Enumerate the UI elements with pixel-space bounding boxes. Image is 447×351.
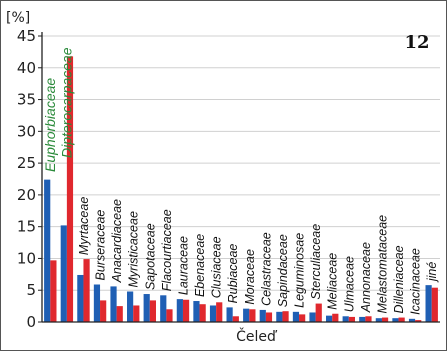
bar-red-7 <box>166 309 173 322</box>
bar-red-3 <box>100 300 107 322</box>
bar-blue-15 <box>292 311 300 322</box>
bar-blue-1 <box>60 225 67 322</box>
category-label: Dipterocarpaceae <box>58 47 74 158</box>
category-label: Burseraceae <box>94 210 108 281</box>
category-labels: Euphorbiaceae Dipterocarpaceae Myrtaceae Bu… <box>42 47 439 315</box>
category-label: jiné <box>425 262 439 284</box>
category-label: Annonaceae <box>359 242 373 313</box>
y-tick-label: 35 <box>17 91 36 109</box>
bar-red-12 <box>249 309 256 322</box>
bar-blue-22 <box>408 318 416 322</box>
bar-red-2 <box>83 259 90 322</box>
bar-red-20 <box>381 317 389 322</box>
bar-blue-3 <box>93 284 101 322</box>
y-tick-labels: 0 5 10 15 20 25 30 35 40 45 <box>17 27 36 331</box>
bar-red-17 <box>332 313 339 322</box>
category-label: Meliaceae <box>326 253 340 310</box>
bar-red-11 <box>232 316 239 322</box>
bar-red-8 <box>182 299 190 322</box>
category-label: Myrtaceae <box>77 197 91 255</box>
bar-red-16 <box>315 303 322 322</box>
bar-red-10 <box>216 302 223 322</box>
y-unit-label: [%] <box>6 10 30 26</box>
grid-lines <box>42 35 440 291</box>
bar-blue-7 <box>160 295 167 322</box>
bar-blue-12 <box>243 308 250 322</box>
y-tick-label: 10 <box>17 249 36 267</box>
category-label: Sapindaceae <box>276 234 290 307</box>
bar-blue-19 <box>359 316 366 322</box>
bar-blue-9 <box>193 301 200 322</box>
bar-blue-6 <box>143 294 150 322</box>
bar-blue-20 <box>375 318 382 322</box>
axes <box>38 32 440 323</box>
bar-red-18 <box>348 316 355 322</box>
bar-blue-13 <box>259 309 266 322</box>
bar-red-19 <box>365 316 372 322</box>
category-label: Melastomataceae <box>375 215 389 314</box>
category-label: Euphorbiaceae <box>42 78 58 172</box>
y-tick-label: 15 <box>17 218 36 236</box>
bar-blue-11 <box>226 307 233 322</box>
y-tick-label: 25 <box>17 154 36 172</box>
bar-blue-16 <box>309 312 316 322</box>
category-label: Dilleniaceae <box>392 245 406 313</box>
y-tick-label: 20 <box>17 186 36 204</box>
bar-blue-17 <box>326 315 333 322</box>
bars-group <box>44 56 438 323</box>
bar-red-22 <box>415 320 422 322</box>
bar-blue-0 <box>44 179 51 322</box>
category-label: Icacinaceae <box>409 248 423 315</box>
bar-red-6 <box>149 300 156 322</box>
bar-red-0 <box>50 260 57 322</box>
category-label: Celastraceae <box>259 232 273 306</box>
x-axis-label: Čeleď <box>236 327 278 345</box>
y-tick-label: 30 <box>17 122 36 140</box>
category-label: Moraceae <box>243 249 257 305</box>
bar-blue-8 <box>176 299 183 322</box>
y-tick-label: 0 <box>26 313 36 331</box>
bar-red-23 <box>431 287 438 322</box>
category-label: Ebenaceae <box>193 234 207 297</box>
figure-number: 12 <box>404 32 429 53</box>
bar-blue-23 <box>425 285 432 322</box>
category-label: Clusiaceae <box>210 236 224 298</box>
y-tick-label: 45 <box>17 27 36 45</box>
category-label: Sapotaceae <box>143 223 157 290</box>
bar-red-15 <box>299 314 306 322</box>
category-label: Sterculiaceae <box>309 224 323 300</box>
bar-blue-21 <box>392 318 399 322</box>
bar-blue-4 <box>110 286 117 322</box>
category-label: Rubiaceae <box>226 244 240 304</box>
bar-blue-14 <box>276 311 283 322</box>
y-tick-label: 5 <box>26 281 36 299</box>
bar-red-9 <box>199 304 206 322</box>
bar-red-1 <box>66 56 74 323</box>
bar-red-5 <box>133 305 140 322</box>
bar-red-13 <box>265 312 273 322</box>
category-label: Ulmaceae <box>342 256 356 312</box>
bar-red-4 <box>116 306 123 322</box>
bar-red-14 <box>282 311 289 322</box>
bar-blue-10 <box>209 305 217 322</box>
category-label: Leguminosae <box>293 233 307 308</box>
bar-blue-5 <box>127 291 134 322</box>
y-tick-label: 40 <box>17 59 36 77</box>
bar-red-21 <box>398 317 405 322</box>
category-label: Myristicaceae <box>127 211 141 287</box>
category-label: Flacourtiaceae <box>160 209 174 291</box>
bar-blue-18 <box>342 316 349 322</box>
category-label: Lauraceae <box>176 236 190 295</box>
category-label: Anacardiaceae <box>110 199 124 283</box>
bar-blue-2 <box>77 274 84 322</box>
